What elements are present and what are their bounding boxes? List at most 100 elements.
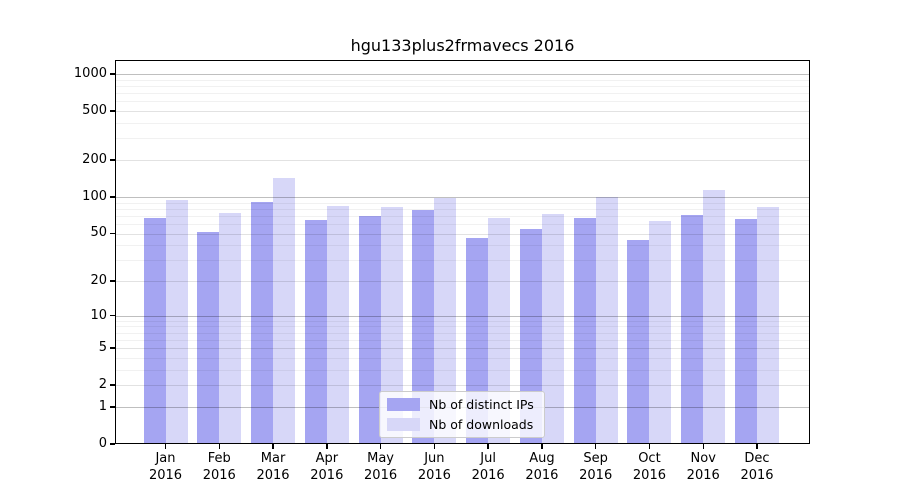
x-tick-month: Dec	[744, 451, 770, 466]
y-tick-label-100: 100	[82, 188, 107, 204]
gridline-2	[115, 385, 810, 387]
gridline-10	[115, 315, 810, 317]
gridline-40	[115, 245, 810, 247]
gridline-50	[115, 233, 810, 235]
gridline-100	[115, 196, 810, 198]
y-tick-label-5: 5	[98, 340, 107, 356]
y-tick-500	[110, 110, 115, 112]
bar-jun-distinct-ips	[412, 210, 435, 444]
x-tick-may	[379, 444, 382, 449]
y-tick-10	[110, 314, 115, 317]
x-tick-year: 2016	[686, 467, 720, 483]
x-tick-aug	[541, 444, 543, 449]
x-tick-label-apr: Apr 2016	[297, 451, 357, 484]
bar-apr-downloads	[326, 206, 349, 444]
legend-label-distinct-ips: Nb of distinct IPs	[429, 397, 534, 413]
x-tick-oct	[648, 444, 651, 449]
x-tick-label-dec: Dec 2016	[727, 451, 787, 484]
x-tick-month: May	[367, 451, 395, 466]
bar-nov-downloads	[703, 189, 726, 444]
gridline-600	[115, 101, 810, 103]
x-tick-month: Sep	[583, 451, 608, 466]
x-tick-year: 2016	[417, 467, 451, 483]
x-tick-year: 2016	[256, 467, 290, 483]
y-tick-200	[110, 159, 115, 161]
y-tick-100	[110, 196, 115, 198]
x-tick-month: Apr	[315, 451, 339, 466]
gridline-9	[115, 320, 810, 322]
gridline-6	[115, 339, 810, 341]
chart-title: hgu133plus2frmavecs 2016	[350, 36, 575, 55]
x-tick-mar	[272, 444, 274, 449]
bar-jan-distinct-ips	[143, 218, 166, 444]
y-tick-label-20: 20	[90, 272, 107, 288]
gridline-4	[115, 357, 810, 359]
x-tick-apr	[326, 444, 328, 449]
legend-label-downloads: Nb of downloads	[429, 416, 534, 432]
legend-swatch-distinct-ips	[387, 398, 420, 412]
x-tick-label-aug: Aug 2016	[512, 451, 572, 484]
gridline-200	[115, 160, 810, 161]
x-tick-month: Oct	[638, 451, 661, 466]
y-tick-2	[110, 384, 115, 386]
x-tick-year: 2016	[202, 467, 236, 483]
bar-may-downloads	[380, 206, 403, 444]
x-tick-month: Aug	[529, 451, 555, 466]
gridline-3	[115, 369, 810, 371]
y-tick-label-0: 0	[98, 436, 107, 451]
x-tick-year: 2016	[740, 467, 774, 483]
y-tick-5	[110, 347, 115, 349]
bar-oct-distinct-ips	[627, 240, 650, 444]
x-tick-feb	[218, 444, 220, 449]
gridline-5	[115, 348, 810, 350]
y-tick-label-10: 10	[90, 307, 107, 323]
x-tick-nov	[702, 444, 704, 449]
bar-apr-distinct-ips	[304, 219, 327, 444]
y-tick-50	[110, 232, 115, 235]
legend-swatch-downloads	[387, 417, 420, 431]
bar-sep-distinct-ips	[573, 218, 596, 444]
y-tick-20	[110, 280, 115, 282]
y-tick-label-200: 200	[82, 152, 107, 168]
bar-may-distinct-ips	[358, 216, 381, 444]
gridline-400	[115, 123, 810, 124]
bar-feb-downloads	[219, 212, 242, 444]
bar-nov-distinct-ips	[681, 214, 704, 444]
gridline-8	[115, 326, 810, 328]
x-tick-label-jan: Jan 2016	[136, 451, 196, 484]
gridline-700	[115, 93, 810, 95]
x-tick-label-jun: Jun 2016	[404, 451, 464, 484]
gridline-900	[115, 79, 810, 81]
x-tick-year: 2016	[310, 467, 344, 483]
x-tick-label-mar: Mar 2016	[243, 451, 303, 484]
gridline-70	[115, 215, 810, 217]
bar-dec-distinct-ips	[735, 218, 757, 444]
y-tick-label-50: 50	[90, 225, 107, 241]
x-tick-label-nov: Nov 2016	[673, 451, 733, 484]
bar-oct-downloads	[649, 221, 672, 444]
x-tick-dec	[756, 444, 758, 449]
x-tick-year: 2016	[364, 467, 398, 483]
bar-mar-distinct-ips	[251, 201, 274, 444]
gridline-800	[115, 86, 810, 87]
y-tick-label-1: 1	[98, 398, 107, 414]
plot-area	[115, 60, 810, 444]
legend: Nb of distinct IPs Nb of downloads	[379, 391, 545, 438]
x-tick-year: 2016	[525, 467, 559, 483]
x-tick-label-sep: Sep 2016	[566, 451, 626, 484]
bar-jul-downloads	[488, 218, 511, 444]
x-tick-month: Jun	[424, 451, 445, 466]
x-tick-month: Mar	[260, 451, 286, 466]
y-tick-label-500: 500	[82, 103, 107, 119]
x-tick-jun	[433, 444, 436, 449]
x-tick-year: 2016	[471, 467, 505, 483]
y-tick-label-1000: 1000	[73, 66, 107, 82]
gridline-90	[115, 202, 810, 204]
x-tick-label-jul: Jul 2016	[458, 451, 518, 484]
bar-aug-downloads	[541, 214, 564, 444]
gridline-80	[115, 208, 810, 210]
x-tick-jan	[164, 444, 167, 449]
gridline-300	[115, 138, 810, 140]
x-tick-year: 2016	[632, 467, 666, 483]
